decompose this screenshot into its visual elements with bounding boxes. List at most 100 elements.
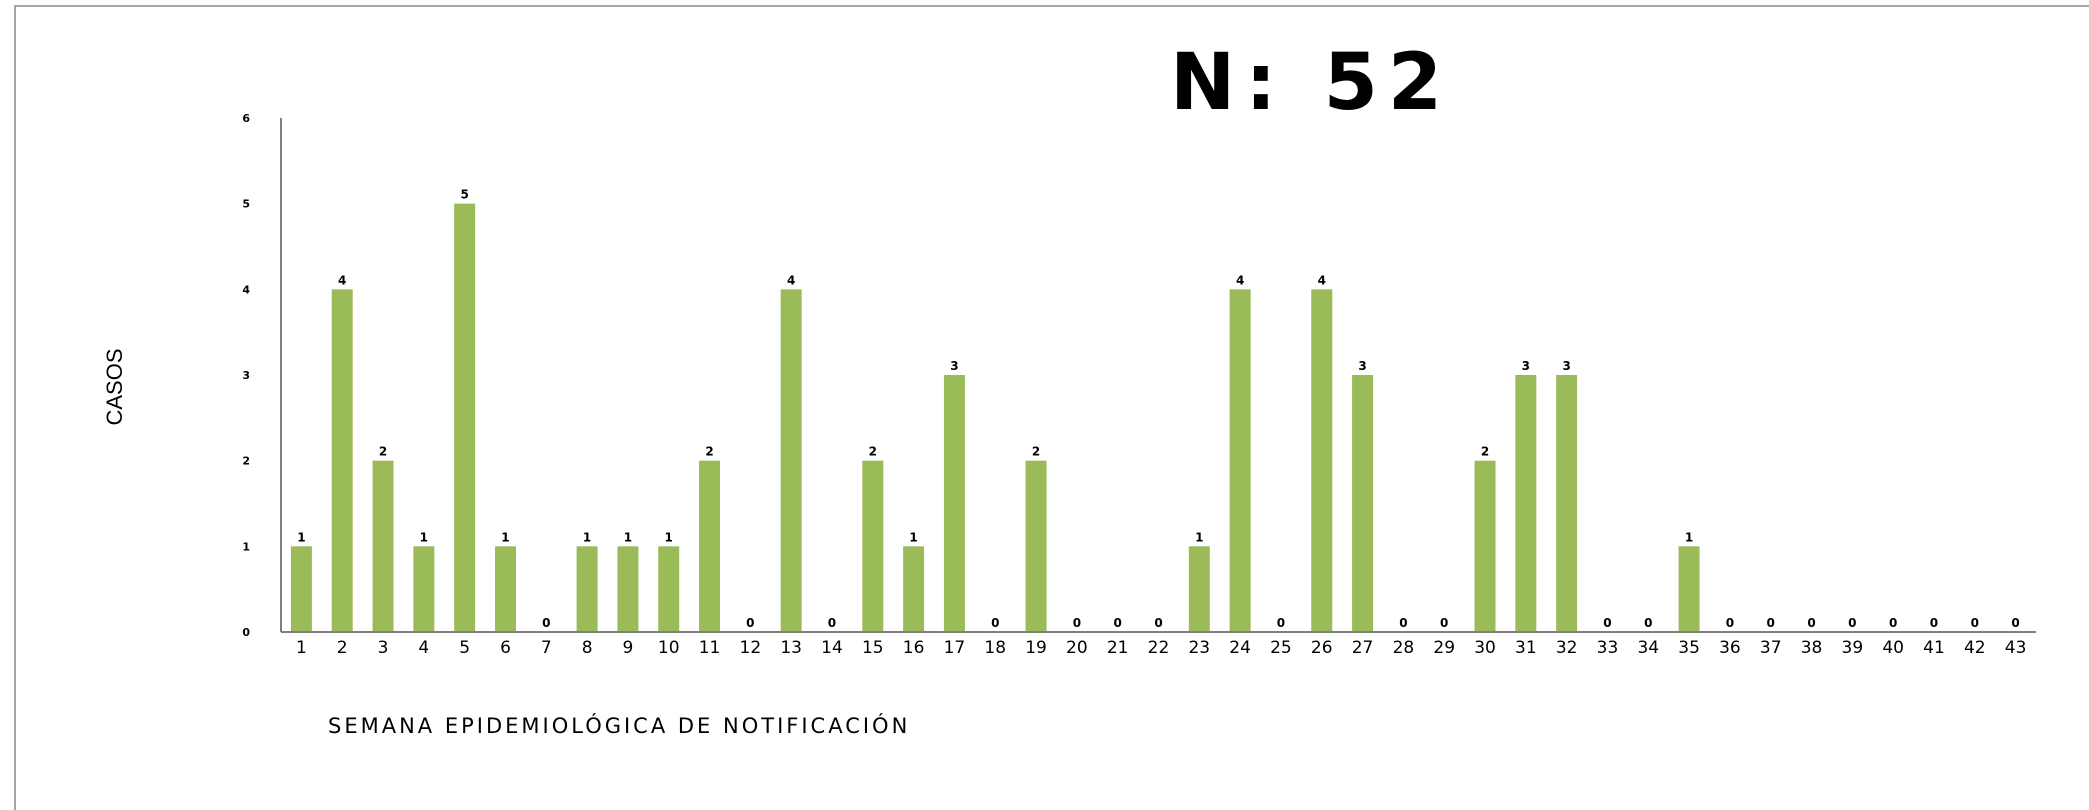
x-tick-label: 20 xyxy=(1066,638,1088,658)
bars xyxy=(290,203,1700,632)
data-label: 4 xyxy=(1236,273,1244,287)
data-label: 1 xyxy=(909,530,917,544)
data-label: 0 xyxy=(828,616,836,630)
x-tick-label: 29 xyxy=(1433,638,1455,658)
x-tick-label: 18 xyxy=(984,638,1006,658)
x-tick-label: 8 xyxy=(582,638,593,658)
bar xyxy=(290,546,312,632)
bar xyxy=(372,460,394,632)
data-label: 1 xyxy=(583,530,591,544)
data-label: 2 xyxy=(1032,445,1040,459)
bar xyxy=(576,546,598,632)
x-tick-label: 39 xyxy=(1842,638,1864,658)
x-tick-label: 30 xyxy=(1474,638,1496,658)
data-label: 0 xyxy=(1726,616,1734,630)
data-label: 0 xyxy=(1930,616,1938,630)
data-label: 2 xyxy=(379,445,387,459)
x-tick-label: 10 xyxy=(658,638,680,658)
bar xyxy=(1515,375,1537,632)
x-tick-label: 43 xyxy=(2005,638,2027,658)
x-tick-label: 11 xyxy=(699,638,721,658)
x-tick-label: 15 xyxy=(862,638,884,658)
bar xyxy=(413,546,435,632)
data-label: 0 xyxy=(1073,616,1081,630)
data-label: 2 xyxy=(869,445,877,459)
data-label: 1 xyxy=(420,530,428,544)
x-tick-label: 26 xyxy=(1311,638,1333,658)
bar xyxy=(943,375,965,632)
data-label: 2 xyxy=(1481,445,1489,459)
bar xyxy=(331,289,353,632)
bar xyxy=(1556,375,1578,632)
y-tick-label: 5 xyxy=(242,198,250,211)
bar xyxy=(699,460,721,632)
data-label: 1 xyxy=(624,530,632,544)
x-axis-ticks: 1 2 3 4 5 6 7 8 9 10 11 12 13 14 15 16 17 18 19 20 21 22 23 24 2… xyxy=(296,638,2026,658)
x-tick-label: 3 xyxy=(378,638,389,658)
data-label: 1 xyxy=(665,530,673,544)
x-tick-label: 32 xyxy=(1556,638,1578,658)
x-tick-label: 14 xyxy=(821,638,843,658)
x-tick-label: 16 xyxy=(903,638,925,658)
data-label: 1 xyxy=(1195,530,1203,544)
x-tick-label: 28 xyxy=(1393,638,1415,658)
x-tick-label: 21 xyxy=(1107,638,1129,658)
data-label: 3 xyxy=(1358,359,1366,373)
data-label: 3 xyxy=(1522,359,1530,373)
x-tick-label: 41 xyxy=(1923,638,1945,658)
x-tick-label: 7 xyxy=(541,638,552,658)
data-label: 0 xyxy=(1440,616,1448,630)
data-label: 0 xyxy=(1399,616,1407,630)
y-tick-label: 4 xyxy=(242,283,250,296)
data-label: 0 xyxy=(1767,616,1775,630)
data-label: 4 xyxy=(1318,273,1326,287)
data-label: 0 xyxy=(1277,616,1285,630)
x-tick-label: 1 xyxy=(296,638,307,658)
bar xyxy=(862,460,884,632)
y-axis-ticks: 0 1 2 3 4 5 6 xyxy=(242,112,250,639)
y-tick-label: 1 xyxy=(242,540,250,553)
bar xyxy=(658,546,680,632)
bar xyxy=(1025,460,1047,632)
x-tick-label: 40 xyxy=(1882,638,1904,658)
x-tick-label: 24 xyxy=(1229,638,1251,658)
data-label: 2 xyxy=(705,445,713,459)
x-axis-label: SEMANA EPIDEMIOLÓGICA DE NOTIFICACIÓN xyxy=(328,714,911,738)
data-label: 0 xyxy=(1971,616,1979,630)
data-label: 4 xyxy=(338,273,346,287)
data-label: 0 xyxy=(2011,616,2019,630)
data-label: 0 xyxy=(746,616,754,630)
data-label: 0 xyxy=(991,616,999,630)
bar xyxy=(780,289,802,632)
data-label: 1 xyxy=(1685,530,1693,544)
x-tick-label: 19 xyxy=(1025,638,1047,658)
bar xyxy=(1678,546,1700,632)
bar xyxy=(1229,289,1251,632)
x-tick-label: 38 xyxy=(1801,638,1823,658)
x-tick-label: 2 xyxy=(337,638,348,658)
data-label: 1 xyxy=(297,530,305,544)
x-tick-label: 36 xyxy=(1719,638,1741,658)
x-tick-label: 5 xyxy=(459,638,470,658)
x-tick-label: 31 xyxy=(1515,638,1537,658)
bar xyxy=(1352,375,1374,632)
chart-frame xyxy=(14,5,2089,810)
x-tick-label: 13 xyxy=(780,638,802,658)
x-tick-label: 27 xyxy=(1352,638,1374,658)
bar xyxy=(1311,289,1333,632)
x-tick-label: 42 xyxy=(1964,638,1986,658)
x-tick-label: 9 xyxy=(623,638,634,658)
data-label: 4 xyxy=(787,273,795,287)
data-label: 0 xyxy=(542,616,550,630)
bar xyxy=(617,546,639,632)
x-tick-label: 33 xyxy=(1597,638,1619,658)
x-tick-label: 12 xyxy=(740,638,762,658)
bar xyxy=(1474,460,1496,632)
x-tick-label: 22 xyxy=(1148,638,1170,658)
data-label: 1 xyxy=(501,530,509,544)
x-tick-label: 4 xyxy=(418,638,429,658)
y-tick-label: 0 xyxy=(242,626,250,639)
x-tick-label: 34 xyxy=(1637,638,1659,658)
data-label: 5 xyxy=(460,188,468,202)
